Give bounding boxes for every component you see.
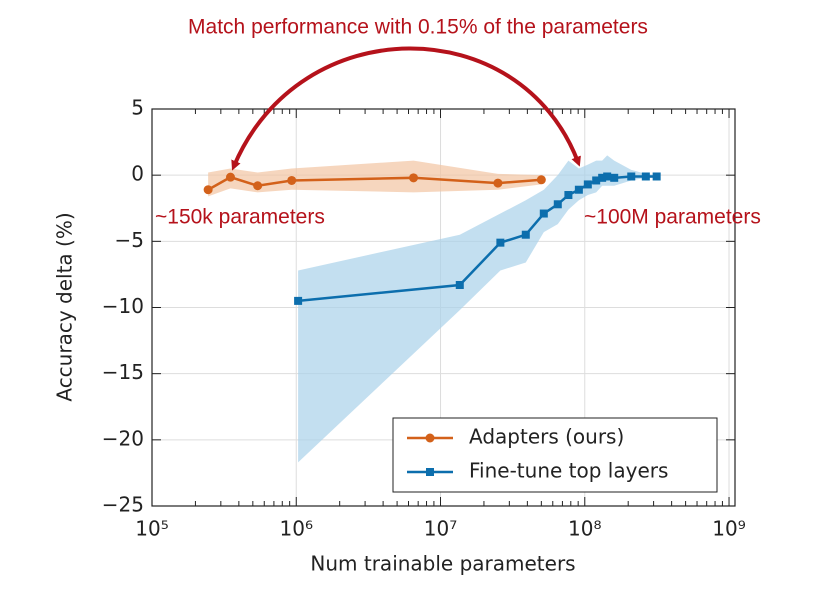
point — [294, 296, 303, 305]
point — [455, 281, 464, 290]
x-axis-label: Num trainable parameters — [310, 552, 575, 576]
x-tick-label: 10⁷ — [424, 517, 457, 541]
y-tick-label: 0 — [131, 162, 144, 186]
point — [627, 172, 636, 181]
x-tick-label: 10⁹ — [712, 517, 745, 541]
point — [253, 181, 263, 191]
point — [598, 173, 607, 182]
series-line — [297, 175, 657, 303]
point — [203, 185, 213, 195]
y-tick-label: −25 — [102, 493, 144, 517]
point — [610, 173, 619, 182]
double-arrow — [231, 46, 581, 171]
plot-area: Adapters (ours) Fine-tune top layers — [151, 108, 736, 507]
point — [409, 173, 419, 183]
y-tick-label: −10 — [102, 294, 144, 318]
y-tick-label: −5 — [115, 228, 144, 252]
point — [536, 175, 546, 185]
legend-marker — [426, 468, 434, 476]
annotation: ~150k parameters — [155, 206, 325, 229]
y-axis-label: Accuracy delta (%) — [53, 212, 77, 401]
point — [592, 176, 601, 185]
point — [564, 191, 573, 200]
legend-label: Adapters (ours) — [469, 425, 624, 449]
annotation: Match performance with 0.15% of the para… — [188, 16, 648, 39]
legend-label: Fine-tune top layers — [469, 459, 668, 483]
y-tick-label: −15 — [102, 360, 144, 384]
confidence-band — [298, 155, 657, 463]
point — [521, 230, 530, 239]
point — [287, 175, 297, 185]
point — [583, 180, 592, 189]
annotation: ~100M parameters — [584, 206, 761, 229]
point — [225, 172, 235, 182]
point — [603, 172, 612, 181]
point — [539, 209, 548, 218]
point — [553, 200, 562, 209]
point — [652, 172, 661, 181]
x-tick-label: 10⁶ — [280, 517, 313, 541]
point — [493, 178, 503, 188]
legend-box — [392, 417, 718, 493]
x-tick-label: 10⁸ — [568, 517, 601, 541]
x-tick-label: 10⁵ — [135, 517, 168, 541]
point — [574, 185, 583, 194]
point — [496, 238, 505, 247]
point — [641, 172, 650, 181]
legend-marker — [425, 433, 435, 443]
y-tick-label: −20 — [102, 426, 144, 450]
y-tick-label: 5 — [131, 96, 144, 120]
